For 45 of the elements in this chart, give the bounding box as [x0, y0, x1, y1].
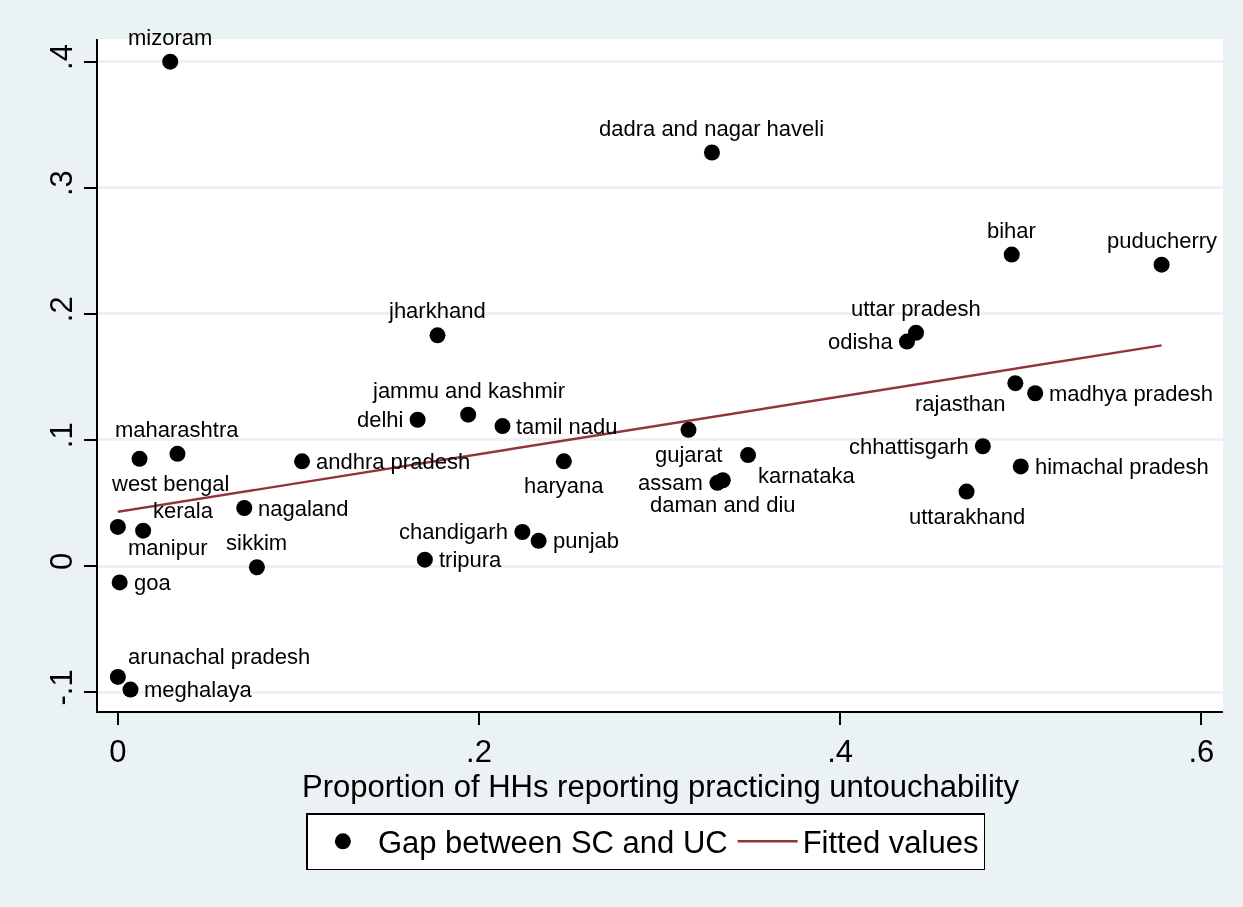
annotation: punjab: [553, 528, 620, 553]
annotation: jharkhand: [388, 298, 486, 323]
annotation: maharashtra: [115, 417, 240, 442]
x-axis-title: Proportion of HHs reporting practicing untouchability: [302, 768, 1020, 804]
annotation: daman and diu: [650, 492, 796, 517]
x-tick-label: .4: [827, 733, 854, 769]
annotation: tamil nadu: [516, 414, 618, 439]
x-tick-label: .2: [466, 733, 492, 769]
annotation: puducherry: [1107, 228, 1218, 253]
y-tick-label: .2: [43, 296, 79, 323]
annotation: west bengal: [111, 471, 230, 496]
annotation: mizoram: [128, 25, 213, 50]
y-tick-label: 0: [43, 552, 79, 570]
x-tick-label: 0: [109, 733, 127, 769]
annotation: bihar: [987, 218, 1036, 243]
annotation: kerala: [153, 498, 214, 523]
annotation: assam: [638, 470, 703, 495]
annotation: tripura: [439, 547, 503, 572]
annotation: nagaland: [258, 496, 349, 521]
annotation: karnataka: [758, 463, 856, 488]
legend-label: Gap between SC and UC: [377, 825, 728, 861]
annotation: chandigarh: [399, 519, 508, 544]
y-tick-label: .1: [43, 422, 79, 449]
legend-label: Fitted values: [802, 825, 979, 861]
annotation: uttar pradesh: [851, 296, 981, 321]
y-tick-label: .4: [43, 44, 79, 70]
annotation: manipur: [128, 535, 208, 560]
annotation: rajasthan: [915, 391, 1006, 416]
annotation: jammu and kashmir: [372, 378, 565, 403]
annotation: meghalaya: [144, 677, 253, 702]
annotation: chhattisgarh: [849, 434, 969, 459]
y-tick-label: -.1: [43, 669, 79, 706]
annotation: madhya pradesh: [1049, 381, 1213, 406]
annotation: uttarakhand: [909, 504, 1026, 529]
annotation: himachal pradesh: [1035, 454, 1209, 479]
annotation: odisha: [828, 329, 894, 354]
annotation: goa: [134, 570, 172, 595]
annotation: arunachal pradesh: [128, 644, 311, 669]
annotation: dadra and nagar haveli: [599, 116, 825, 141]
annotation: haryana: [524, 473, 605, 498]
y-tick-label: .3: [43, 170, 79, 197]
annotation: delhi: [357, 407, 404, 432]
x-tick-label: .6: [1188, 733, 1215, 769]
annotation: gujarat: [655, 442, 723, 467]
annotation: sikkim: [226, 530, 288, 555]
